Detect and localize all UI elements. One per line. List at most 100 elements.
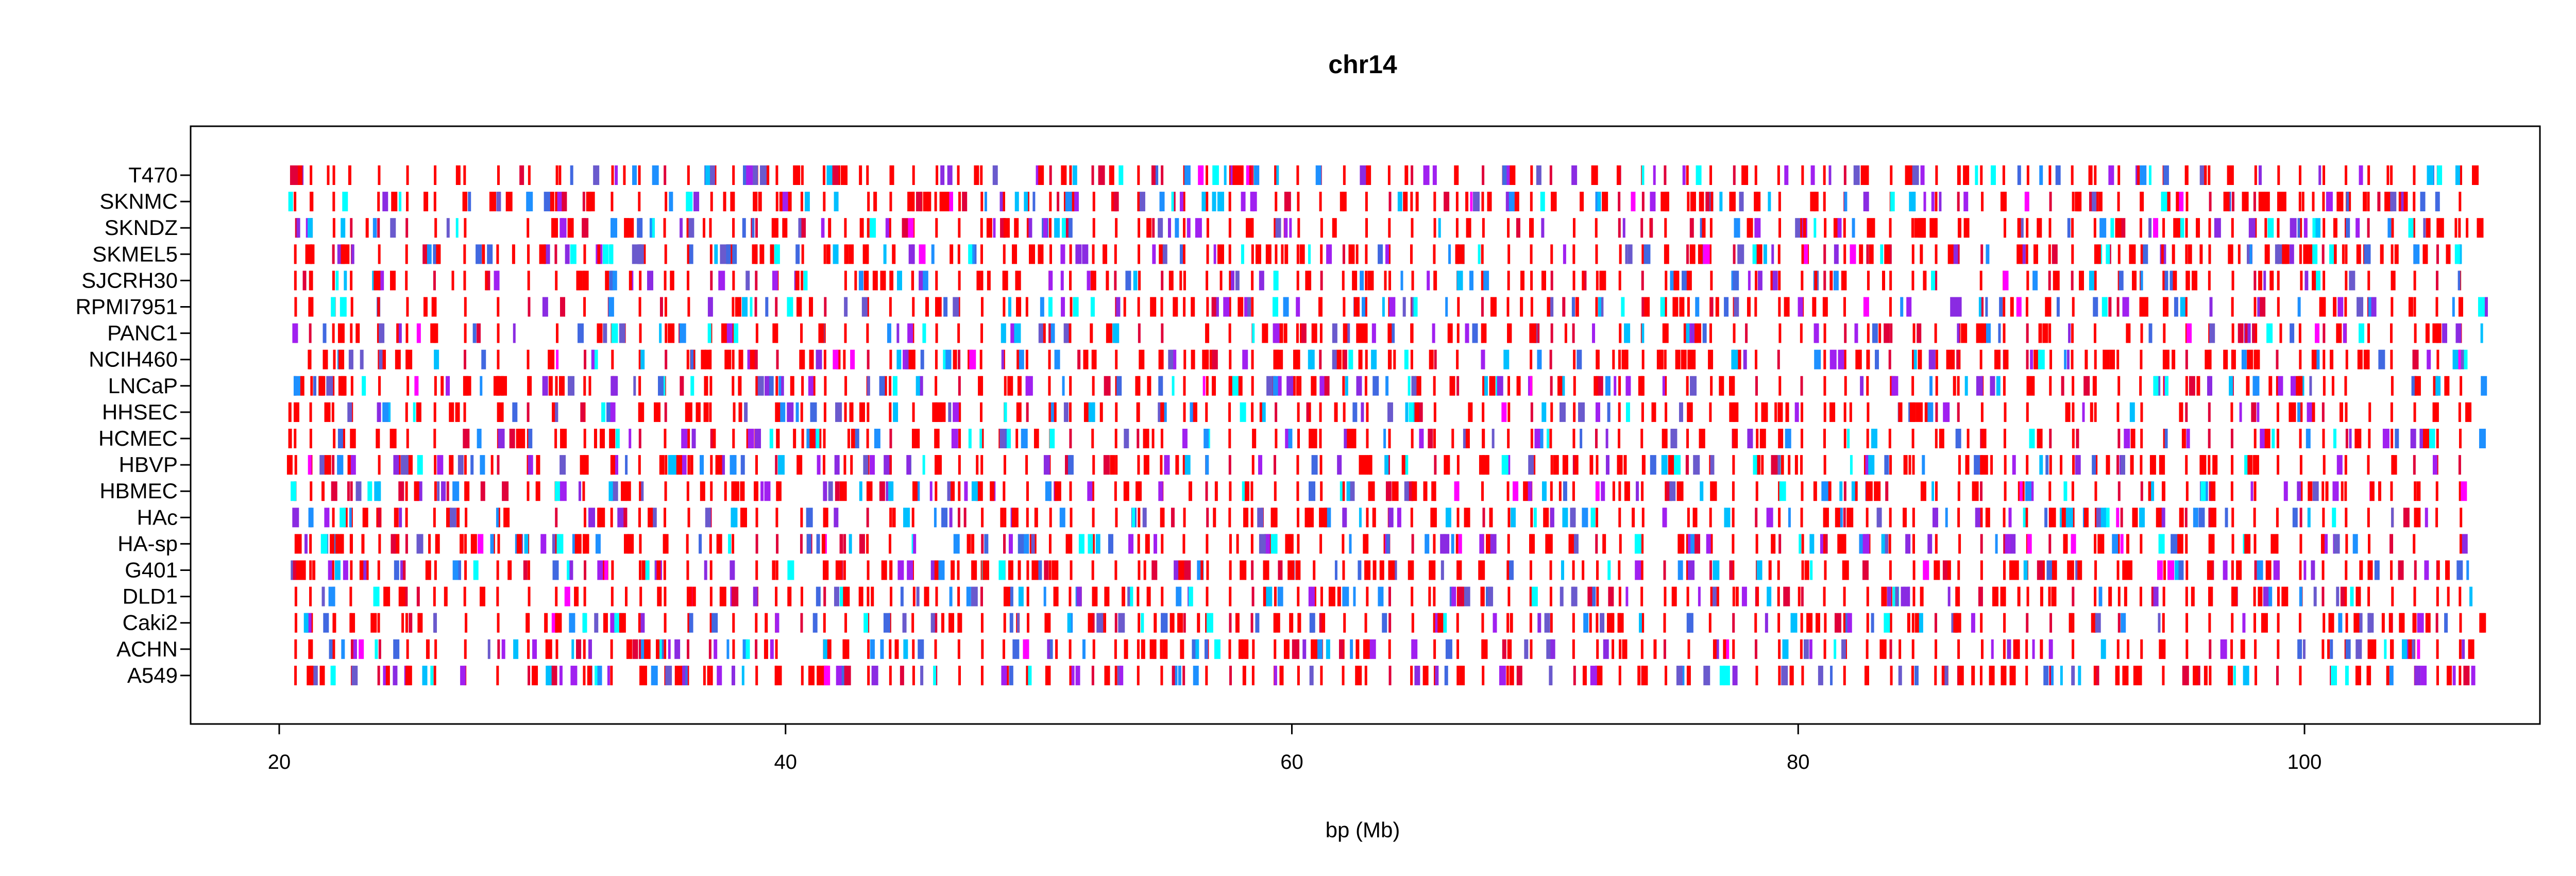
feature-bar — [1801, 481, 1804, 501]
feature-bar — [1733, 165, 1736, 185]
feature-bar — [1923, 560, 1929, 580]
feature-bar — [793, 165, 798, 185]
feature-bar — [1625, 586, 1629, 607]
feature-bar — [2253, 508, 2256, 528]
feature-bar — [2171, 271, 2177, 291]
feature-bar — [1262, 402, 1266, 422]
feature-bar — [638, 165, 641, 185]
feature-bar — [686, 534, 689, 554]
feature-bar — [1843, 665, 1846, 685]
feature-bar — [2065, 402, 2071, 422]
feature-bar — [664, 165, 667, 185]
feature-bar — [967, 534, 971, 554]
feature-bar — [1137, 297, 1140, 317]
feature-bar — [1235, 613, 1240, 633]
feature-bar — [2094, 534, 2097, 554]
feature-bar — [2435, 481, 2438, 501]
feature-bar — [1914, 218, 1921, 238]
feature-bar — [2413, 534, 2416, 554]
feature-bar — [1348, 244, 1355, 264]
feature-bar — [1069, 639, 1072, 659]
feature-bar — [1456, 613, 1459, 633]
feature-bar — [1137, 165, 1140, 185]
feature-bar — [2104, 508, 2110, 528]
feature-bar — [1863, 192, 1869, 212]
feature-bar — [2459, 429, 2462, 448]
feature-bar — [377, 192, 380, 212]
feature-bar — [1184, 165, 1191, 185]
feature-bar — [2148, 218, 2152, 238]
feature-bar — [2313, 586, 2317, 607]
feature-bar — [1049, 508, 1052, 528]
feature-bar — [2391, 586, 2394, 607]
feature-bar — [1826, 481, 1830, 501]
feature-bar — [1909, 192, 1916, 212]
feature-bar — [1799, 534, 1802, 554]
feature-bar — [1898, 665, 1902, 685]
feature-bar — [382, 402, 389, 422]
feature-bar — [598, 508, 605, 528]
feature-bar — [732, 349, 735, 369]
feature-bar — [546, 665, 553, 685]
feature-bar — [1641, 297, 1645, 317]
feature-bar — [1912, 165, 1919, 185]
feature-bar — [971, 586, 978, 607]
feature-bar — [1160, 297, 1163, 317]
feature-bar — [1356, 323, 1360, 343]
feature-bar — [1551, 192, 1554, 212]
feature-bar — [1087, 271, 1091, 291]
feature-bar — [976, 271, 981, 291]
feature-bar — [1404, 481, 1409, 501]
feature-bar — [1640, 218, 1643, 238]
feature-bar — [389, 271, 396, 291]
feature-bar — [1366, 402, 1369, 422]
feature-bar — [835, 481, 840, 501]
feature-bar — [911, 613, 914, 633]
feature-bar — [393, 639, 400, 659]
feature-bar — [1550, 402, 1553, 422]
feature-bar — [427, 244, 432, 264]
feature-bar — [1927, 534, 1933, 554]
feature-bar — [1957, 402, 1960, 422]
feature-bar — [2116, 402, 2120, 422]
feature-bar — [638, 297, 641, 317]
feature-bar — [2048, 323, 2052, 343]
feature-bar — [2149, 455, 2156, 475]
feature-bar — [587, 665, 592, 685]
feature-bar — [2321, 481, 2325, 501]
feature-bar — [1012, 639, 1020, 659]
feature-bar — [1342, 244, 1345, 264]
feature-bar — [686, 218, 689, 238]
feature-bar — [1114, 560, 1117, 580]
feature-bar — [496, 560, 499, 580]
feature-bar — [745, 639, 750, 659]
feature-bar — [1694, 534, 1701, 554]
feature-bar — [455, 165, 461, 185]
feature-bar — [755, 323, 758, 343]
feature-bar — [1493, 613, 1497, 633]
feature-bar — [340, 297, 347, 317]
feature-bar — [1478, 560, 1485, 580]
feature-bar — [2071, 244, 2074, 264]
feature-bar — [800, 508, 803, 528]
feature-bar — [2025, 244, 2028, 264]
feature-bar — [764, 481, 771, 501]
feature-bar — [2414, 560, 2417, 580]
feature-bar — [433, 586, 436, 607]
feature-bar — [1141, 613, 1144, 633]
feature-bar — [843, 560, 846, 580]
feature-bar — [1923, 192, 1926, 212]
feature-bar — [951, 429, 958, 448]
feature-bar — [919, 244, 926, 264]
feature-bar — [2231, 534, 2234, 554]
feature-bar — [1980, 455, 1983, 475]
feature-bar — [664, 639, 667, 659]
feature-bar — [1900, 297, 1904, 317]
feature-bar — [405, 402, 408, 422]
feature-bar — [1550, 534, 1553, 554]
feature-bar — [1732, 508, 1735, 528]
feature-bar — [1929, 376, 1933, 396]
feature-bar — [2225, 508, 2228, 528]
feature-bar — [1741, 586, 1747, 607]
feature-bar — [2026, 455, 2029, 475]
